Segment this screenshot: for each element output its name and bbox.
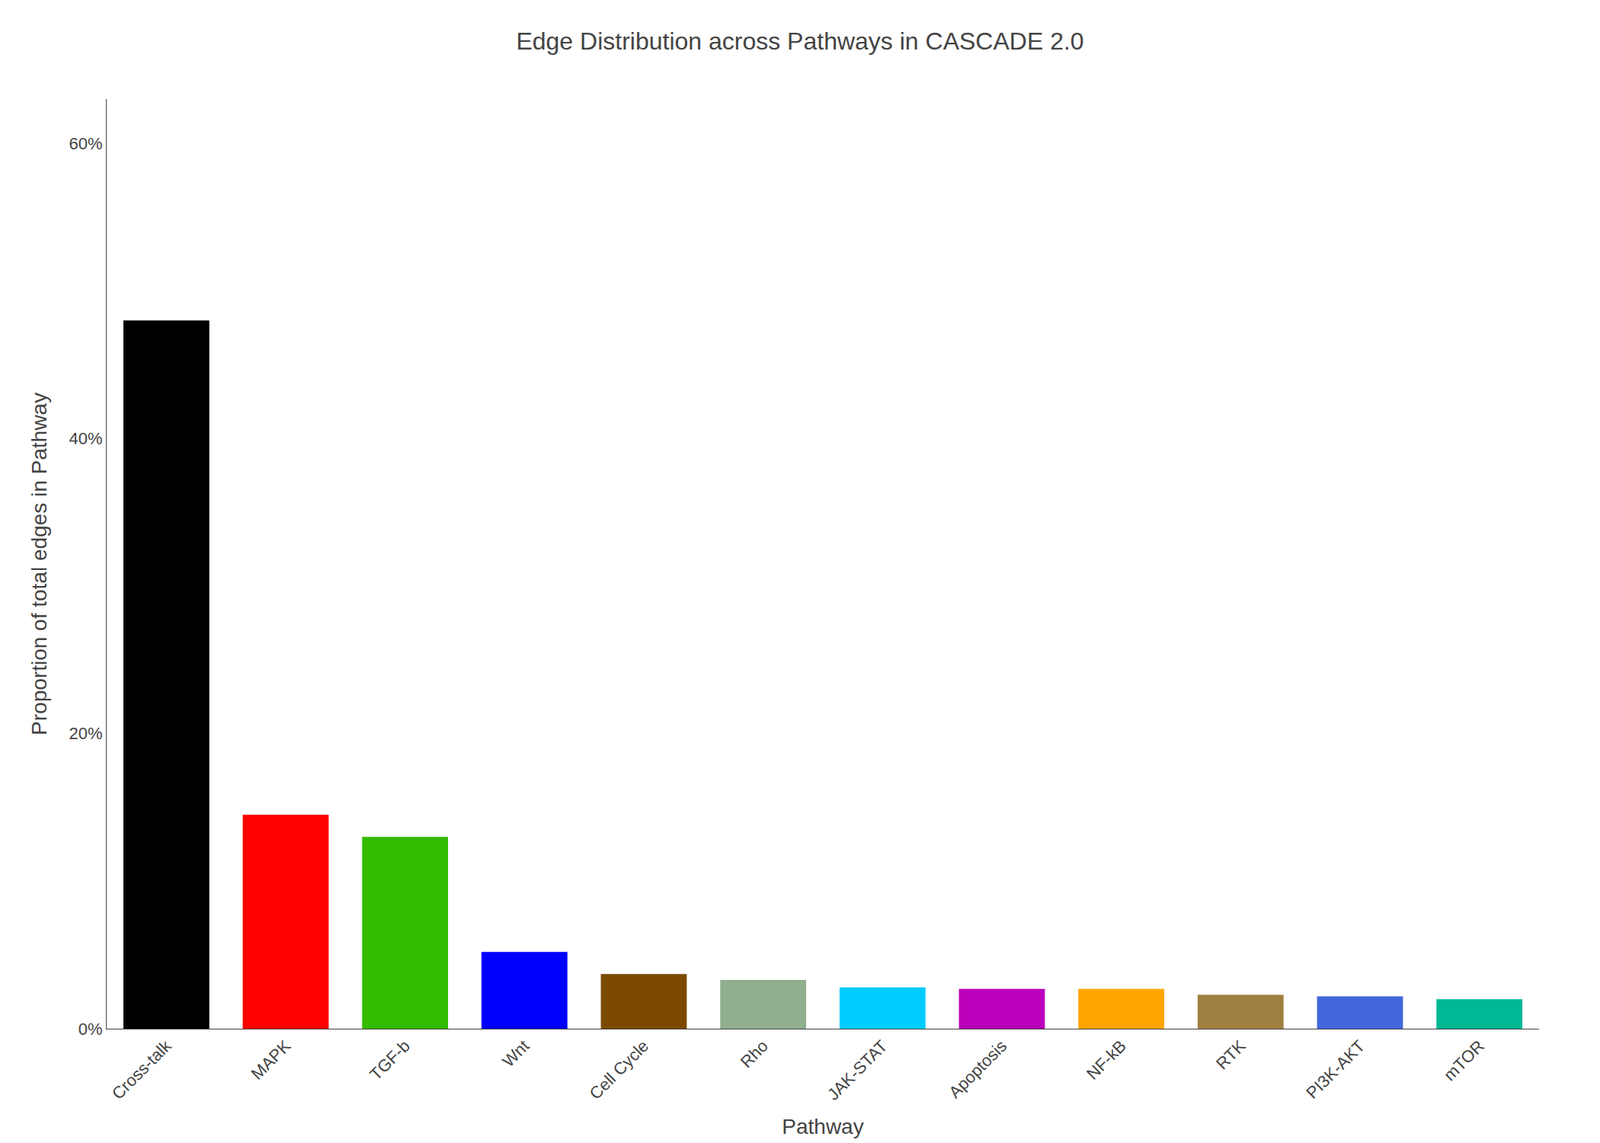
svg-text:Cross-talk: Cross-talk bbox=[108, 1035, 176, 1103]
svg-text:mTOR: mTOR bbox=[1440, 1036, 1488, 1085]
svg-text:Rho: Rho bbox=[736, 1036, 772, 1072]
svg-text:PI3K-AKT: PI3K-AKT bbox=[1302, 1036, 1369, 1103]
svg-text:RTK: RTK bbox=[1212, 1036, 1250, 1074]
svg-text:TGF-b: TGF-b bbox=[365, 1036, 414, 1085]
svg-text:40%: 40% bbox=[69, 428, 103, 448]
svg-text:20%: 20% bbox=[69, 723, 103, 743]
svg-text:Apoptosis: Apoptosis bbox=[944, 1036, 1011, 1102]
svg-text:60%: 60% bbox=[69, 134, 103, 154]
svg-text:Cell Cycle: Cell Cycle bbox=[585, 1036, 653, 1104]
svg-text:Proportion of total edges in P: Proportion of total edges in Pathway bbox=[27, 392, 52, 736]
svg-text:Edge Distribution across Pathw: Edge Distribution across Pathways in CAS… bbox=[515, 27, 1084, 55]
svg-text:MAPK: MAPK bbox=[247, 1036, 295, 1084]
svg-text:Pathway: Pathway bbox=[781, 1114, 864, 1139]
svg-text:0%: 0% bbox=[78, 1019, 103, 1039]
svg-text:JAK-STAT: JAK-STAT bbox=[823, 1036, 892, 1104]
svg-text:Wnt: Wnt bbox=[498, 1036, 533, 1071]
svg-text:NF-kB: NF-kB bbox=[1082, 1036, 1130, 1084]
